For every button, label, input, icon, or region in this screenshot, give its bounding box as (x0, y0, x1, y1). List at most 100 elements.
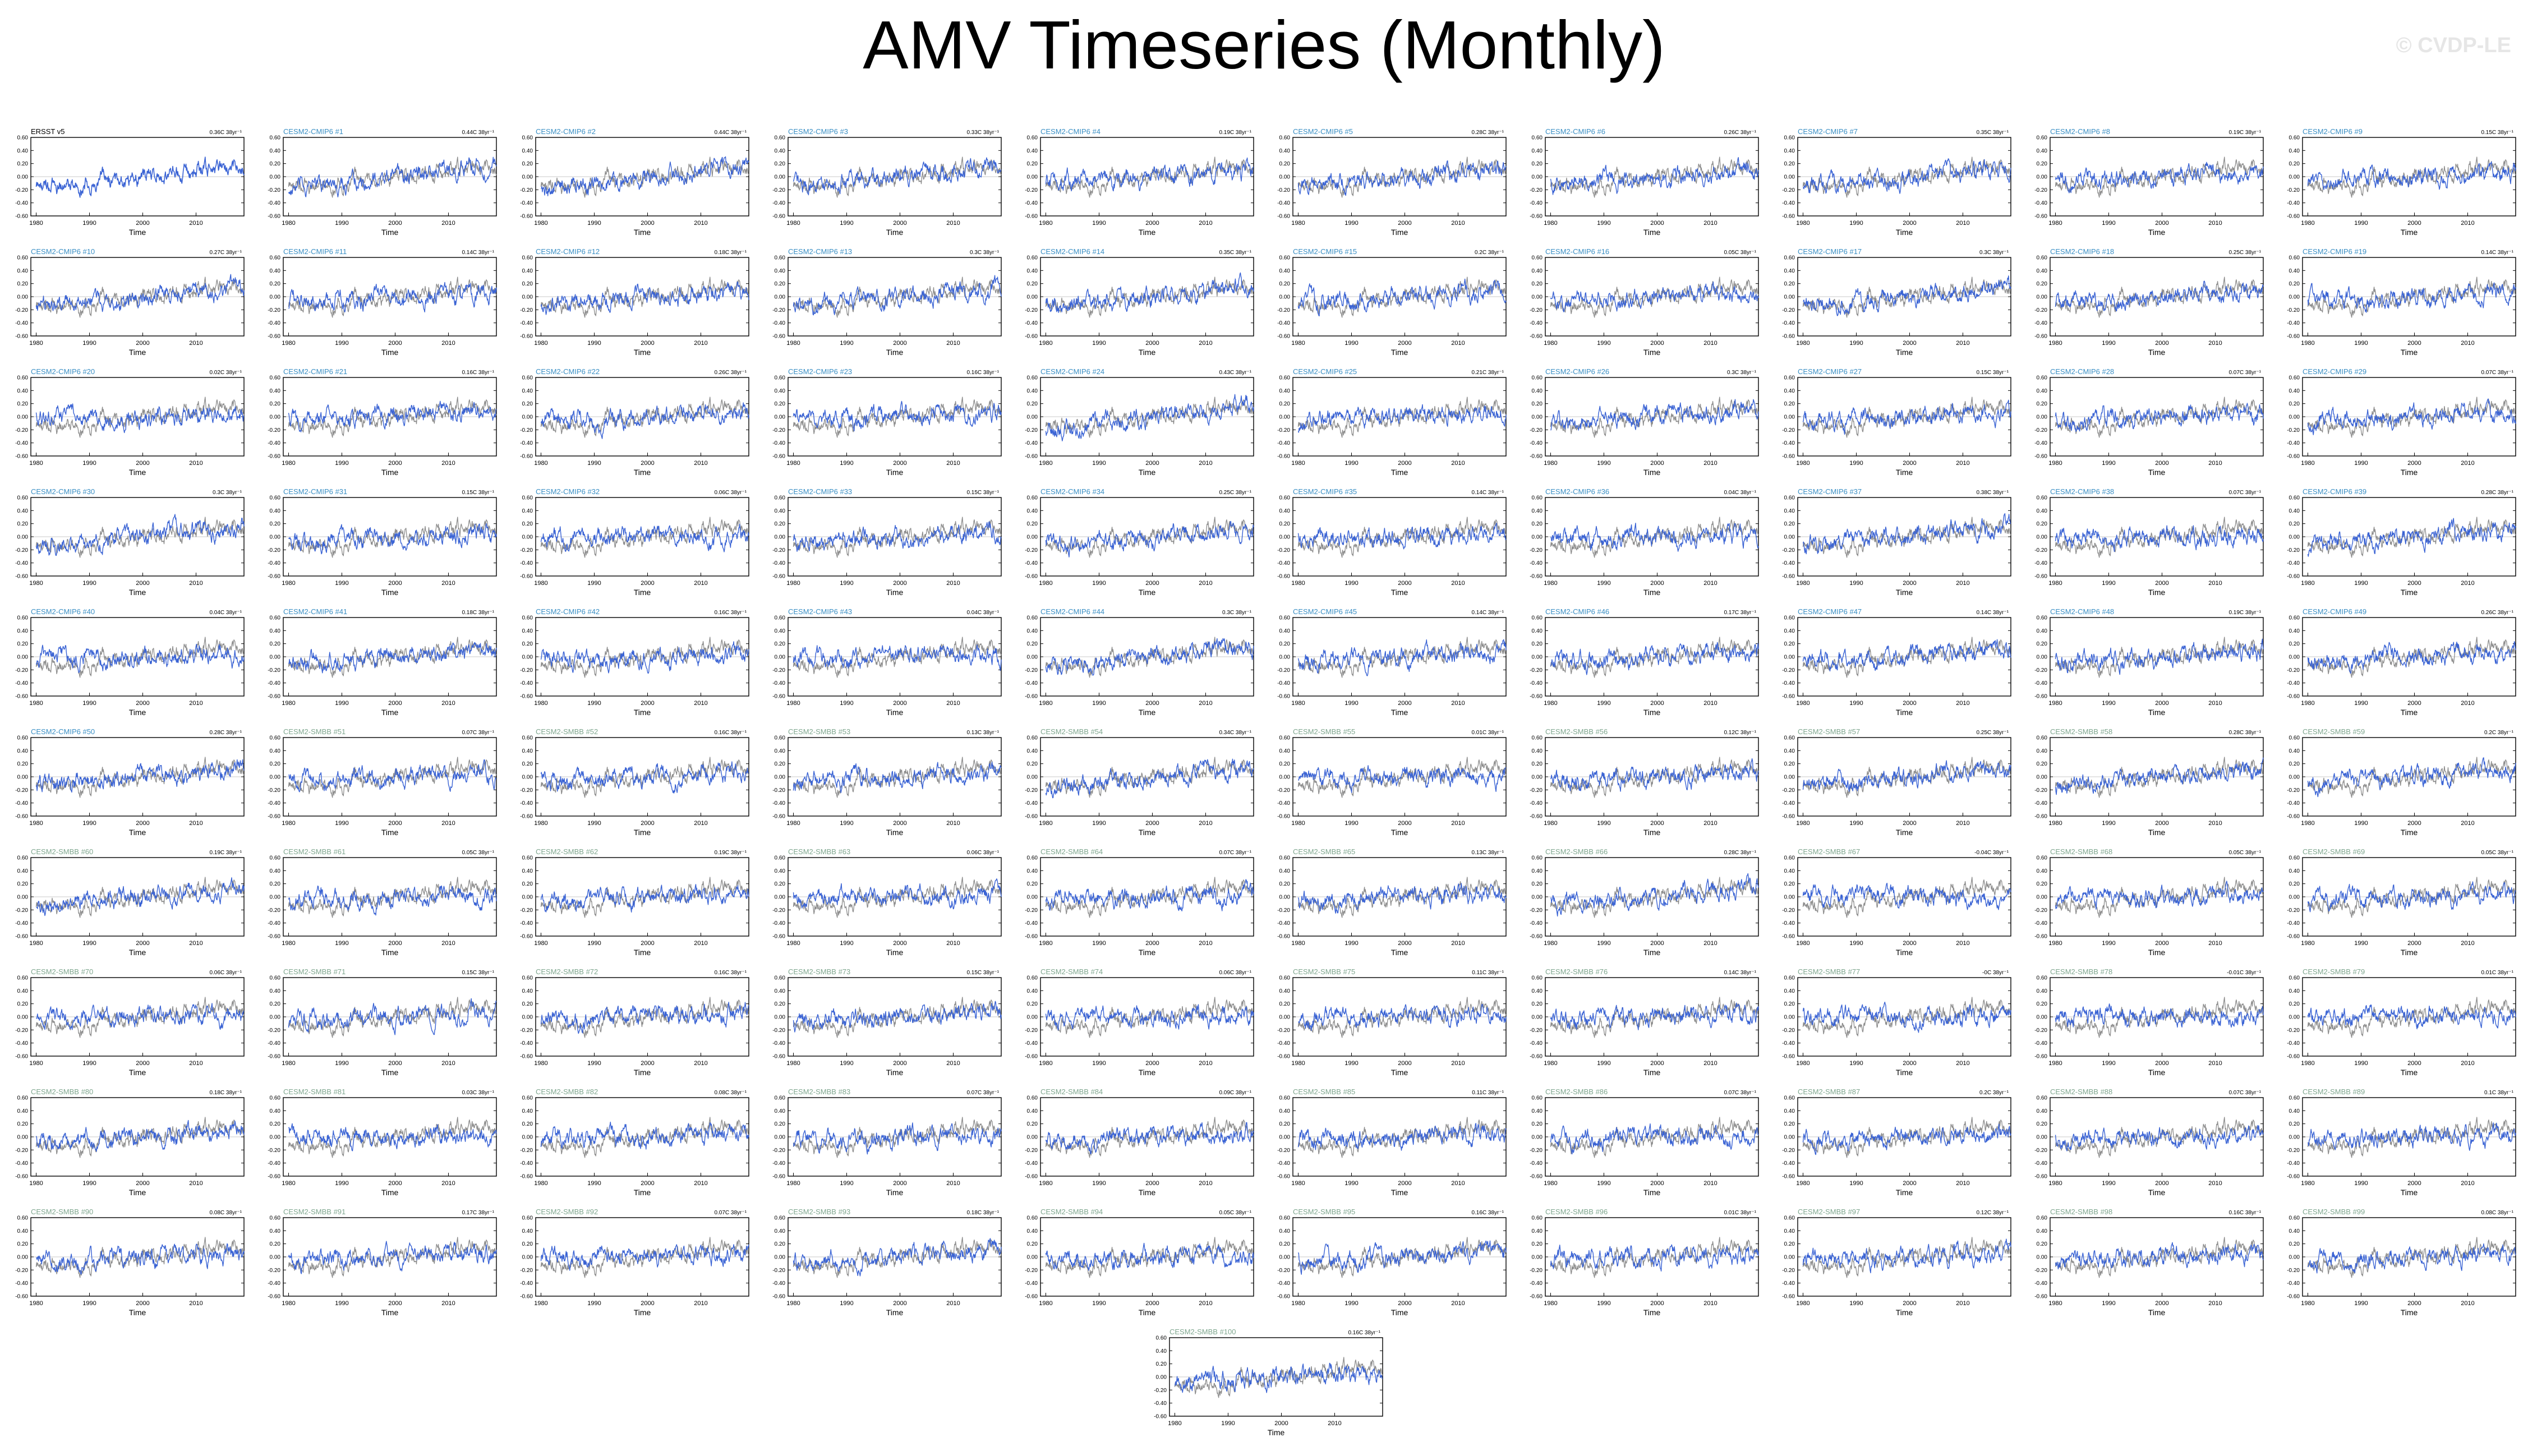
y-tick-label: -0.40 (1530, 680, 1542, 686)
y-tick-label: -0.40 (1025, 200, 1038, 206)
y-tick-label: 0.20 (17, 161, 29, 167)
y-tick-label: 0.00 (775, 1255, 786, 1261)
ensemble-member-series-line (35, 274, 245, 312)
panel-trend-label: 0.07C 38yr⁻¹ (714, 1210, 747, 1216)
observed-series-line (1550, 1117, 1759, 1158)
y-tick-label: 0.60 (1027, 135, 1038, 141)
y-tick-label: 0.20 (1784, 1121, 1795, 1127)
x-tick-label: 1980 (786, 580, 800, 587)
y-tick-label: -0.40 (268, 800, 280, 807)
x-tick-label: 2010 (1451, 1300, 1465, 1307)
y-tick-label: -0.40 (1782, 200, 1795, 206)
y-tick-label: 0.20 (2037, 1241, 2048, 1247)
panel-plot: CESM2-SMBB #99 0.08C 38yr⁻¹0.600.400.200.… (2287, 1208, 2516, 1317)
y-tick-label: 0.60 (1532, 495, 1543, 501)
x-tick-label: 2010 (1199, 340, 1212, 347)
y-tick-label: 0.20 (270, 881, 281, 887)
x-tick-label: 2000 (641, 940, 654, 947)
y-tick-label: 0.00 (1532, 895, 1543, 901)
y-tick-label: 0.20 (522, 1241, 533, 1247)
x-tick-label: 1990 (1092, 460, 1106, 467)
y-tick-label: -0.60 (772, 694, 785, 700)
y-tick-label: -0.40 (1782, 1280, 1795, 1287)
ensemble-member-series-line (2307, 161, 2516, 190)
y-tick-label: -0.20 (1530, 667, 1542, 674)
x-axis-label: Time (129, 348, 146, 357)
y-tick-label: 0.00 (1279, 294, 1291, 301)
y-tick-label: 0.60 (2289, 615, 2300, 621)
x-axis-label: Time (2148, 1068, 2166, 1077)
y-tick-label: 0.40 (1279, 1108, 1291, 1114)
panel-plot: CESM2-SMBB #75 0.11C 38yr⁻¹0.600.400.200.… (1277, 967, 1507, 1077)
y-tick-label: 0.20 (2289, 401, 2300, 407)
y-tick-label: 0.20 (1027, 1001, 1038, 1007)
y-tick-label: 0.00 (1784, 1135, 1795, 1141)
y-tick-label: -0.20 (772, 787, 785, 794)
panel-plot: CESM2-CMIP6 #17 0.3C 38yr⁻¹0.600.400.200.… (1782, 247, 2011, 357)
x-tick-label: 1990 (1849, 940, 1863, 947)
y-tick-label: 0.60 (17, 1095, 29, 1102)
panel-plot: CESM2-CMIP6 #43 0.04C 38yr⁻¹0.600.400.200… (772, 607, 1002, 717)
y-tick-label: 0.40 (1784, 148, 1795, 154)
amv-panel: CESM2-SMBB #66 0.28C 38yr⁻¹ 0.60 0.40 0.20 0.… (1517, 841, 1764, 964)
x-tick-label: 2010 (694, 220, 707, 227)
y-tick-label: -0.60 (2034, 934, 2047, 940)
x-tick-label: 1990 (82, 1060, 96, 1067)
y-tick-label: 0.40 (1784, 868, 1795, 874)
y-tick-label: -0.60 (2034, 454, 2047, 460)
x-axis-label: Time (129, 948, 146, 957)
y-tick-label: 0.00 (775, 775, 786, 781)
y-tick-label: 0.60 (270, 855, 281, 861)
x-tick-label: 1990 (2354, 700, 2368, 707)
x-tick-label: 2000 (1398, 820, 1411, 827)
x-tick-label: 2000 (1650, 940, 1664, 947)
x-axis-label: Time (381, 1188, 399, 1197)
panel-trend-label: 0.06C 38yr⁻¹ (1219, 970, 1251, 976)
y-tick-label: 0.20 (270, 281, 281, 287)
x-tick-label: 1980 (1291, 580, 1305, 587)
x-tick-label: 1980 (2301, 820, 2314, 827)
x-tick-label: 1980 (282, 340, 295, 347)
y-tick-label: 0.00 (1532, 174, 1543, 181)
panel-title: CESM2-SMBB #78 (2050, 967, 2112, 976)
amv-panel: CESM2-CMIP6 #21 0.16C 38yr⁻¹ 0.60 0.40 0.20 0… (255, 361, 502, 484)
y-tick-label: 0.40 (1279, 748, 1291, 754)
panel-trend-label: 0.44C 38yr⁻¹ (462, 130, 494, 136)
y-tick-label: -0.60 (15, 574, 28, 580)
amv-panel: CESM2-CMIP6 #20 0.02C 38yr⁻¹ 0.60 0.40 0.20 0… (3, 361, 250, 484)
y-tick-label: -0.20 (1530, 787, 1542, 794)
x-tick-label: 2010 (2208, 1300, 2222, 1307)
y-tick-label: 0.20 (1027, 881, 1038, 887)
y-tick-label: -0.20 (1277, 667, 1290, 674)
y-tick-label: 0.00 (1532, 1255, 1543, 1261)
amv-panel: CESM2-SMBB #65 0.13C 38yr⁻¹ 0.60 0.40 0.20 0.… (1265, 841, 1512, 964)
y-tick-label: 0.00 (1279, 535, 1291, 541)
y-tick-label: 0.60 (1784, 135, 1795, 141)
panel-plot: CESM2-SMBB #73 0.15C 38yr⁻¹0.600.400.200.… (772, 967, 1002, 1077)
panel-title: CESM2-SMBB #89 (2303, 1088, 2365, 1096)
y-tick-label: 0.60 (2037, 975, 2048, 982)
x-tick-label: 2010 (2461, 580, 2474, 587)
y-tick-label: 0.60 (270, 495, 281, 501)
ensemble-member-series-line (288, 998, 497, 1035)
ensemble-member-series-line (1802, 639, 2011, 672)
panel-title: CESM2-CMIP6 #16 (1545, 247, 1609, 256)
y-tick-label: 0.60 (2037, 255, 2048, 261)
amv-panel: CESM2-CMIP6 #33 0.15C 38yr⁻¹ 0.60 0.40 0.20 0… (760, 481, 1007, 604)
panel-plot: CESM2-CMIP6 #4 0.19C 38yr⁻¹0.600.400.200.… (1025, 127, 1254, 237)
x-axis-label: Time (2148, 228, 2166, 237)
y-tick-label: 0.20 (775, 281, 786, 287)
panel-title: CESM2-CMIP6 #48 (2050, 607, 2114, 616)
x-tick-label: 1980 (786, 820, 800, 827)
panel-plot: CESM2-CMIP6 #16 0.05C 38yr⁻¹0.600.400.200… (1530, 247, 1759, 357)
y-tick-label: -0.20 (1782, 1268, 1795, 1274)
x-tick-label: 2010 (946, 700, 960, 707)
y-tick-label: 0.00 (1279, 174, 1291, 181)
y-tick-label: -0.60 (1530, 214, 1542, 220)
x-tick-label: 2000 (2407, 1300, 2421, 1307)
y-tick-label: 0.00 (17, 1135, 29, 1141)
y-tick-label: 0.60 (1279, 615, 1291, 621)
x-axis-label: Time (886, 228, 904, 237)
x-tick-label: 2010 (1703, 700, 1717, 707)
y-tick-label: 0.40 (1279, 628, 1291, 634)
